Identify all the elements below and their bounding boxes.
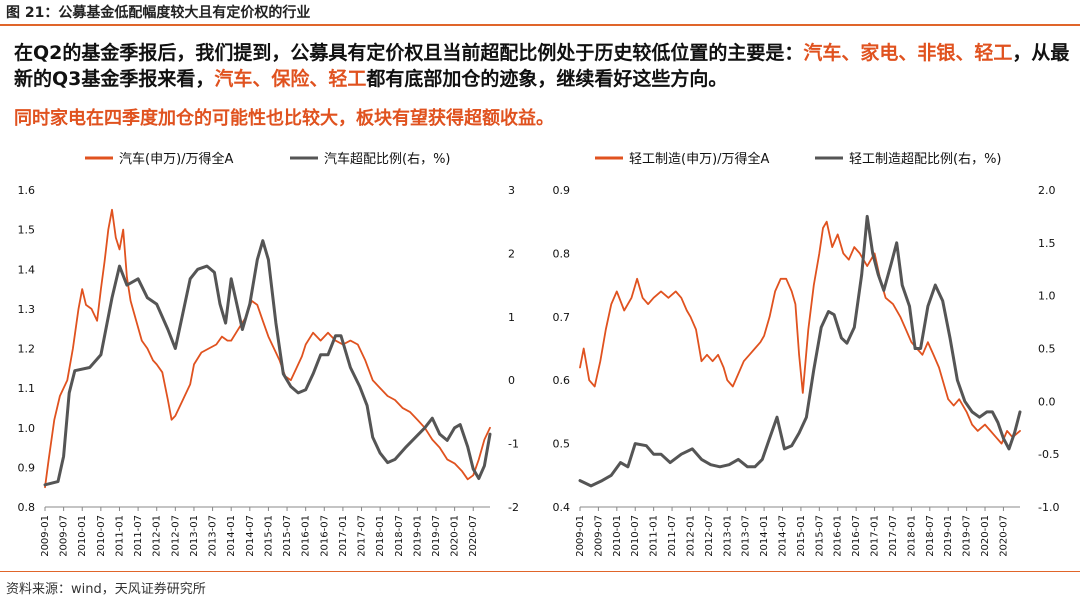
x-tick-label: 2011-01 [649,515,660,557]
headline-highlight-2: 汽车、保险、轻工 [214,68,367,90]
x-tick-label: 2011-07 [133,515,144,557]
title-divider [0,24,1080,26]
y-right-tick-label: -1.0 [1038,501,1059,514]
series-line-price [44,208,491,489]
x-tick-label: 2019-07 [431,515,442,557]
x-tick-label: 2014-07 [778,515,789,557]
y-right-tick-label: 2.0 [1038,184,1056,197]
x-tick-label: 2015-01 [263,515,274,557]
figure-title: 图 21：公募基金低配幅度较大且有定价权的行业 [6,5,311,21]
headline-part-2: ，从最新的Q3基金季报来看， [14,42,1070,90]
y-left-tick-label: 1.3 [18,303,36,316]
x-tick-label: 2018-07 [394,515,405,557]
x-tick-label: 2012-07 [704,515,715,557]
y-left-tick-label: 1.1 [18,382,36,395]
x-tick-label: 2013-01 [189,515,200,557]
x-tick-label: 2010-01 [77,515,88,557]
x-tick-label: 2013-07 [208,515,219,557]
x-tick-label: 2019-01 [412,515,423,557]
x-tick-label: 2014-01 [226,515,237,557]
x-tick-label: 2018-01 [375,515,386,557]
y-left-tick-label: 1.6 [18,184,36,197]
x-tick-label: 2018-07 [925,515,936,557]
x-tick-label: 2011-01 [114,515,125,557]
x-tick-label: 2010-01 [612,515,623,557]
x-tick-label: 2017-07 [357,515,368,557]
series-line-price [579,220,1021,445]
y-right-tick-label: -0.5 [1038,448,1059,461]
x-tick-label: 2009-01 [40,515,51,557]
x-tick-label: 2020-01 [980,515,991,557]
y-left-tick-label: 1.5 [18,224,36,237]
headline-highlight-1: 汽车、家电、非银、轻工 [803,42,1013,64]
x-tick-label: 2013-01 [722,515,733,557]
x-tick-label: 2016-07 [851,515,862,557]
y-right-tick-label: -1 [508,438,519,451]
light-industry-chart: 轻工制造(申万)/万得全A 轻工制造超配比例(右，%) 0.4 0.5 0.6 0.7 0.… [553,151,1060,557]
y-left-tick-label: 0.9 [553,184,571,197]
auto-overweight-legend-label: 汽车超配比例(右，%) [324,151,451,167]
auto-chart: 汽车(申万)/万得全A 汽车超配比例(右，%) 0.8 0.9 1.0 1.1 1.2 1.3… [18,151,519,557]
y-right-tick-label: 1.5 [1038,237,1056,250]
x-tick-label: 2015-07 [814,515,825,557]
y-right-tick-label: 0 [508,374,515,387]
y-left-tick-label: 0.8 [18,501,36,514]
x-tick-label: 2013-07 [741,515,752,557]
y-left-tick-label: 0.5 [553,438,571,451]
y-left-tick-label: 1.0 [18,422,36,435]
series-line-overweight [578,214,1022,488]
y-left-tick-label: 0.4 [553,501,571,514]
light-overweight-legend-label: 轻工制造超配比例(右，%) [849,152,1002,167]
y-right-tick-label: -2 [508,501,519,514]
y-left-tick-label: 0.8 [553,247,571,260]
headline-part-1: 在Q2的基金季报后，我们提到，公募具有定价权且当前超配比例处于历史较低位置的主要… [14,42,804,64]
y-right-tick-label: 3 [508,184,515,197]
x-tick-label: 2010-07 [96,515,107,557]
x-tick-label: 2011-07 [667,515,678,557]
x-tick-label: 2016-01 [833,515,844,557]
source-note: 资料来源：wind，天风证券研究所 [6,582,206,597]
source-divider [0,571,1080,572]
y-right-tick-label: 2 [508,247,515,260]
x-tick-label: 2014-07 [245,515,256,557]
x-tick-label: 2020-07 [998,515,1009,557]
headline-part-3: 都有底部加仓的迹象，继续看好这些方向。 [366,68,728,90]
y-left-tick-label: 0.6 [553,374,571,387]
light-price-legend-label: 轻工制造(申万)/万得全A [629,151,770,167]
y-left-tick-label: 0.9 [18,461,36,474]
y-right-tick-label: 0.5 [1038,343,1056,356]
series-line-overweight [43,239,492,487]
subheadline: 同时家电在四季度加仓的可能性也比较大，板块有望获得超额收益。 [14,108,554,129]
auto-price-legend-label: 汽车(申万)/万得全A [119,151,234,167]
x-tick-label: 2010-07 [630,515,641,557]
x-tick-label: 2015-01 [796,515,807,557]
x-tick-label: 2015-07 [282,515,293,557]
x-tick-label: 2009-07 [59,515,70,557]
y-right-tick-label: 1 [508,311,515,324]
x-tick-label: 2012-07 [170,515,181,557]
y-left-tick-label: 1.4 [18,263,36,276]
y-left-tick-label: 0.7 [553,311,571,324]
x-tick-label: 2017-01 [870,515,881,557]
x-tick-label: 2009-07 [593,515,604,557]
y-left-tick-label: 1.2 [18,343,36,356]
x-tick-label: 2012-01 [152,515,163,557]
y-right-tick-label: 0.0 [1038,395,1056,408]
x-tick-label: 2018-01 [906,515,917,557]
x-tick-label: 2012-01 [685,515,696,557]
x-tick-label: 2016-07 [319,515,330,557]
x-tick-label: 2020-07 [468,515,479,557]
x-tick-label: 2020-01 [450,515,461,557]
x-tick-label: 2014-01 [759,515,770,557]
x-tick-label: 2017-07 [888,515,899,557]
x-tick-label: 2017-01 [338,515,349,557]
x-tick-label: 2019-01 [943,515,954,557]
headline-text: 在Q2的基金季报后，我们提到，公募具有定价权且当前超配比例处于历史较低位置的主要… [14,40,1070,92]
x-tick-label: 2016-01 [301,515,312,557]
x-tick-label: 2019-07 [962,515,973,557]
y-right-tick-label: 1.0 [1038,290,1056,303]
x-tick-label: 2009-01 [575,515,586,557]
